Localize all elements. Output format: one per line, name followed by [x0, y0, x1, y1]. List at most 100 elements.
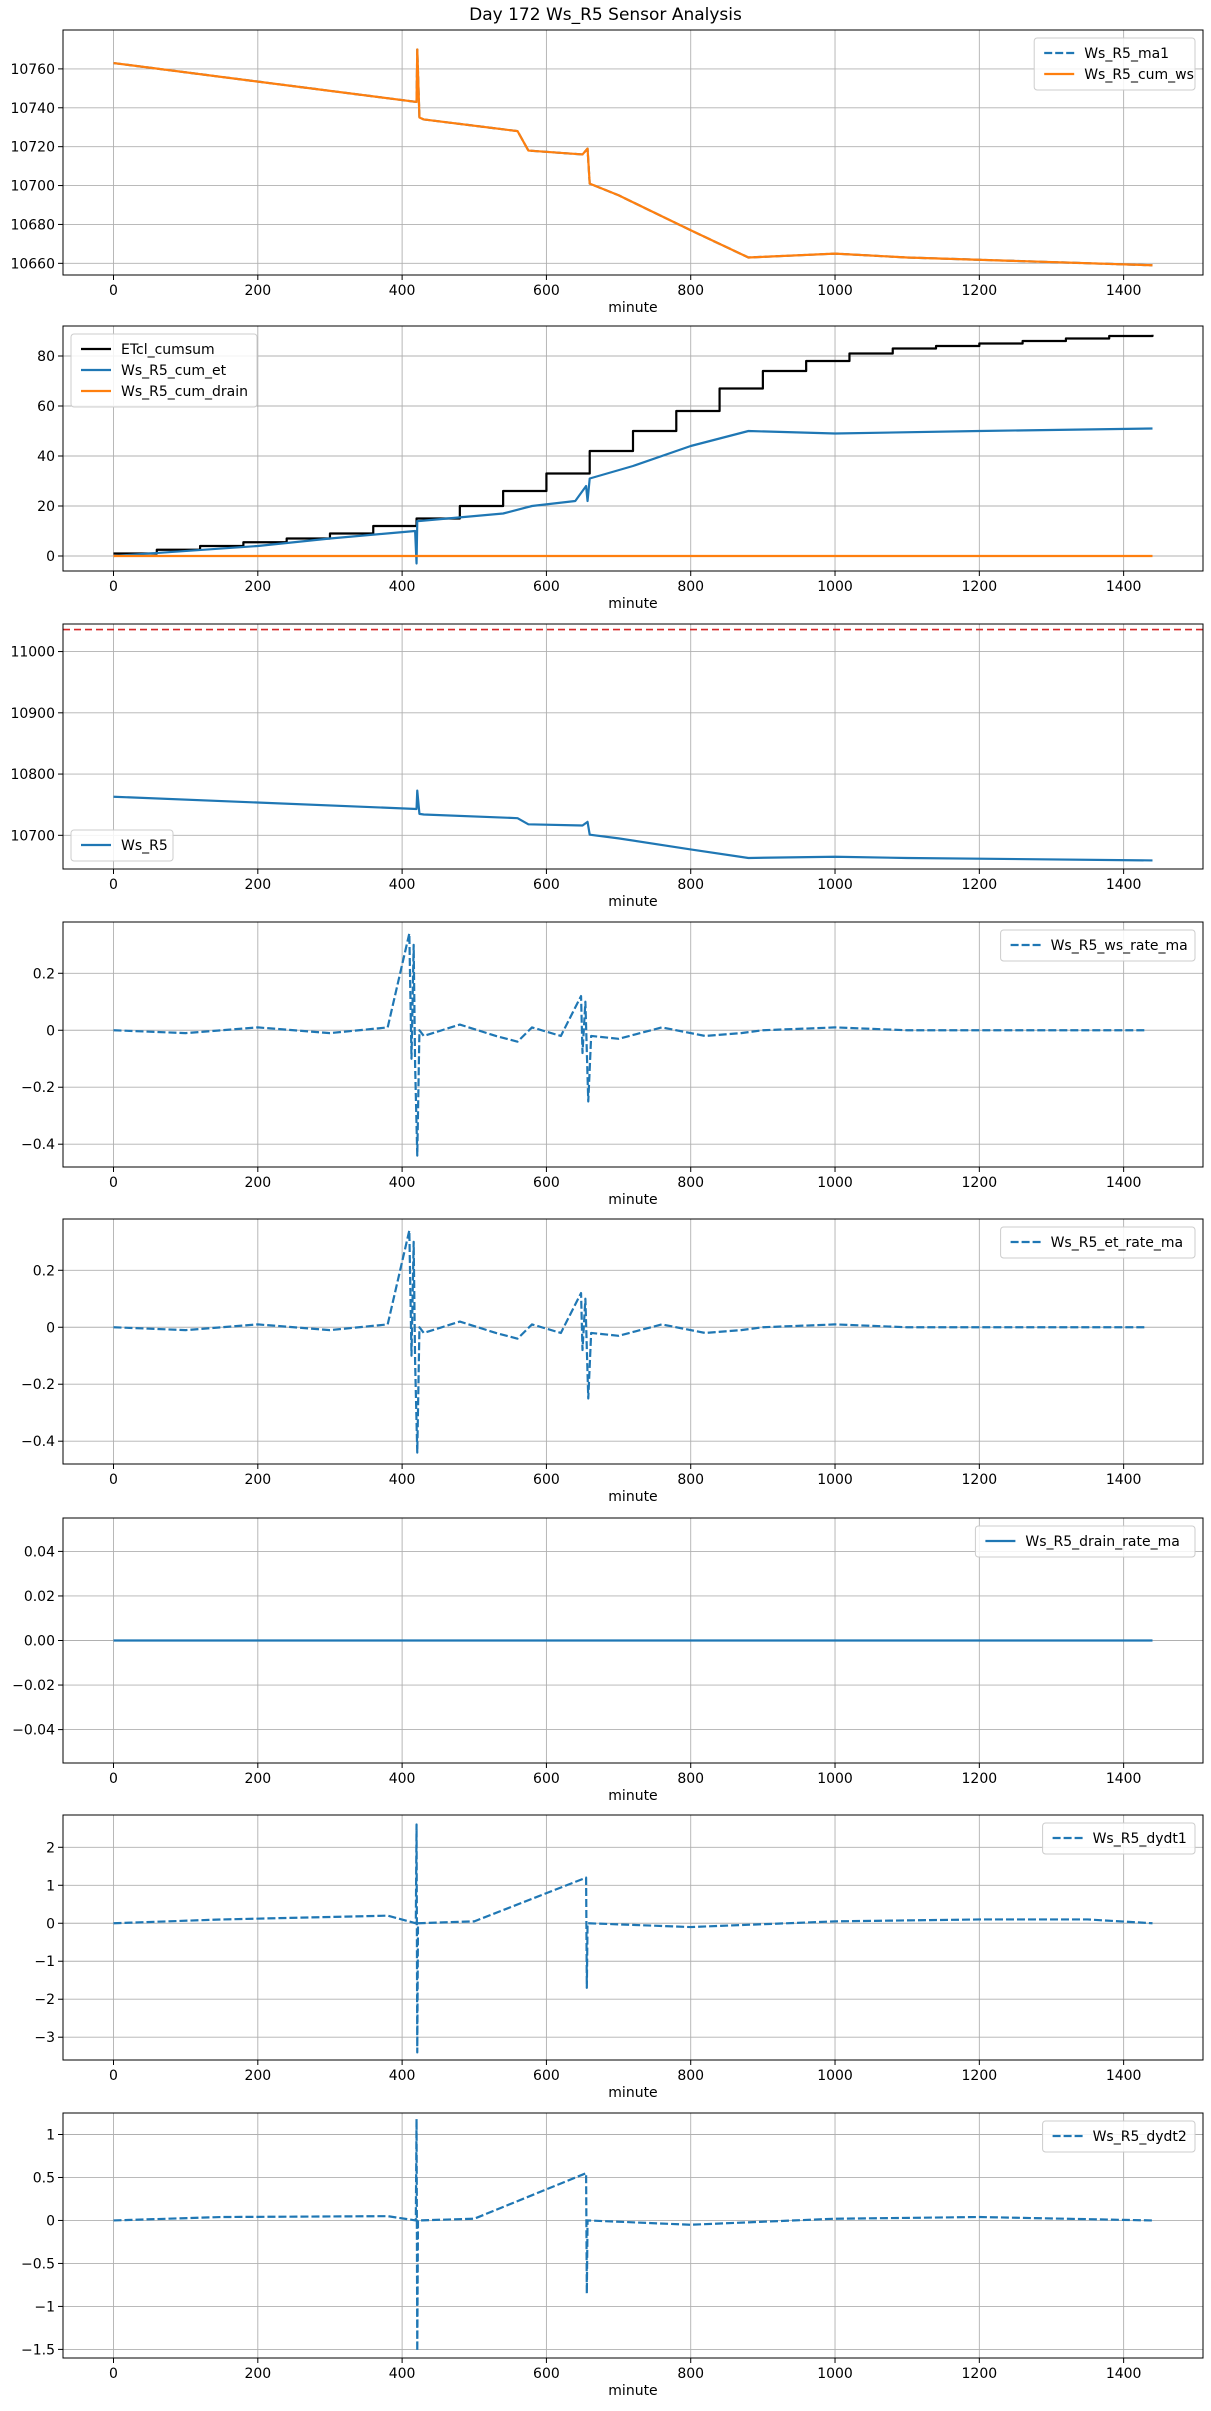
y-tick-label: 0	[46, 1320, 55, 1336]
legend-label: Ws_R5_et_rate_ma	[1051, 1235, 1184, 1251]
x-tick-label: 1200	[962, 2068, 998, 2084]
x-tick-label: 1200	[962, 1472, 998, 1488]
axes-frame	[62, 623, 1204, 870]
y-tick-label: 11000	[10, 645, 55, 661]
y-tick-label: 60	[37, 399, 55, 415]
series-line-ETcl_cumsum	[113, 334, 1154, 555]
axes-frame	[62, 1218, 1204, 1465]
x-tick-label: 1200	[962, 1771, 998, 1787]
y-tick-label: 20	[37, 499, 55, 515]
chart-panel-4: 0 200 400 600 800 1000 1200 1400 −0.4 −0.2 0 0.2 min…	[21, 921, 1204, 1208]
y-tick-label: 0	[46, 549, 55, 565]
x-tick-label: 1200	[962, 877, 998, 893]
chart-panel-2: 0 200 400 600 800 1000 1200 1400 0 20 40 60 80 minute…	[37, 325, 1204, 612]
y-tick-label: 40	[37, 449, 55, 465]
x-tick-label: 1200	[962, 2366, 998, 2382]
legend-label: Ws_R5_cum_drain	[121, 384, 248, 400]
legend: Ws_R5	[70, 829, 174, 862]
y-tick-label: 0.2	[33, 966, 55, 982]
x-tick-label: 400	[389, 1771, 416, 1787]
y-tick-label: −3	[34, 2030, 55, 2046]
x-tick-label: 1000	[817, 283, 853, 299]
y-tick-label: −0.02	[12, 1678, 55, 1694]
series-line-Ws_R5_dydt2	[113, 2117, 1153, 2353]
x-tick-label: 1400	[1106, 283, 1142, 299]
y-tick-label: 0.2	[33, 1263, 55, 1279]
x-tick-label: 0	[109, 579, 118, 595]
legend-label: Ws_R5_cum_et	[121, 363, 227, 379]
x-tick-label: 1000	[817, 1175, 853, 1191]
x-tick-label: 1000	[817, 2068, 853, 2084]
x-tick-label: 800	[677, 1175, 704, 1191]
x-tick-label: 600	[533, 1472, 560, 1488]
x-tick-label: 400	[389, 283, 416, 299]
x-axis-label: minute	[608, 2383, 657, 2399]
x-tick-label: 200	[244, 1771, 271, 1787]
y-tick-label: 10700	[10, 828, 55, 844]
legend-label: ETcl_cumsum	[121, 342, 215, 358]
series-line-Ws_R5	[113, 789, 1153, 862]
legend: Ws_R5_dydt2	[1042, 2120, 1196, 2153]
x-tick-label: 200	[244, 877, 271, 893]
legend-label: Ws_R5_dydt2	[1093, 2129, 1187, 2145]
x-tick-label: 0	[109, 877, 118, 893]
y-tick-label: 2	[46, 1840, 55, 1856]
x-tick-label: 1000	[817, 1472, 853, 1488]
x-tick-label: 1000	[817, 1771, 853, 1787]
y-tick-label: 10900	[10, 706, 55, 722]
legend: Ws_R5_ws_rate_ma	[1000, 929, 1196, 962]
y-tick-label: −1.5	[21, 2342, 55, 2358]
y-tick-label: 10680	[10, 217, 55, 233]
axes-frame	[62, 1814, 1204, 2061]
y-tick-label: −0.2	[21, 1377, 55, 1393]
x-tick-label: 0	[109, 1771, 118, 1787]
x-tick-label: 1400	[1106, 2366, 1142, 2382]
x-tick-label: 200	[244, 283, 271, 299]
y-tick-label: 0.5	[33, 2170, 55, 2186]
x-tick-label: 800	[677, 1771, 704, 1787]
x-tick-label: 1200	[962, 283, 998, 299]
x-tick-label: 600	[533, 1771, 560, 1787]
x-tick-label: 600	[533, 1175, 560, 1191]
x-tick-label: 800	[677, 1472, 704, 1488]
chart-panel-5: 0 200 400 600 800 1000 1200 1400 −0.4 −0.2 0 0.2 min…	[21, 1218, 1204, 1505]
x-tick-label: 200	[244, 1175, 271, 1191]
x-tick-label: 1400	[1106, 1771, 1142, 1787]
y-tick-label: 0	[46, 1916, 55, 1932]
x-axis-label: minute	[608, 596, 657, 612]
series-line-Ws_R5_et_rate_ma	[113, 1229, 1146, 1454]
x-axis-label: minute	[608, 1788, 657, 1804]
legend-label: Ws_R5	[121, 838, 168, 854]
x-tick-label: 400	[389, 877, 416, 893]
x-tick-label: 1000	[817, 2366, 853, 2382]
y-tick-label: 10760	[10, 62, 55, 78]
x-tick-label: 1400	[1106, 2068, 1142, 2084]
legend-label: Ws_R5_drain_rate_ma	[1025, 1534, 1179, 1550]
x-tick-label: 1400	[1106, 877, 1142, 893]
legend: Ws_R5_drain_rate_ma	[974, 1525, 1196, 1558]
legend-label: Ws_R5_dydt1	[1093, 1831, 1187, 1847]
x-tick-label: 600	[533, 283, 560, 299]
x-tick-label: 1400	[1106, 579, 1142, 595]
x-tick-label: 400	[389, 2068, 416, 2084]
x-axis-label: minute	[608, 2085, 657, 2101]
series-line-Ws_R5_cum_ws	[113, 48, 1153, 267]
legend-label: Ws_R5_cum_ws	[1084, 67, 1194, 83]
axes-frame	[62, 29, 1204, 276]
x-tick-label: 400	[389, 1175, 416, 1191]
x-tick-label: 600	[533, 877, 560, 893]
x-axis-label: minute	[608, 1192, 657, 1208]
x-tick-label: 0	[109, 2068, 118, 2084]
y-tick-label: 10660	[10, 256, 55, 272]
x-tick-label: 1200	[962, 579, 998, 595]
x-tick-label: 200	[244, 2068, 271, 2084]
legend-label: Ws_R5_ma1	[1084, 46, 1169, 62]
x-tick-label: 0	[109, 2366, 118, 2382]
legend: Ws_R5_ma1 Ws_R5_cum_ws	[1033, 37, 1196, 91]
y-tick-label: 0	[46, 2213, 55, 2229]
y-tick-label: 0.02	[24, 1589, 55, 1605]
x-tick-label: 200	[244, 1472, 271, 1488]
y-tick-label: −1	[34, 1954, 55, 1970]
y-tick-label: 1	[46, 1878, 55, 1894]
y-tick-label: 0.00	[24, 1634, 55, 1650]
